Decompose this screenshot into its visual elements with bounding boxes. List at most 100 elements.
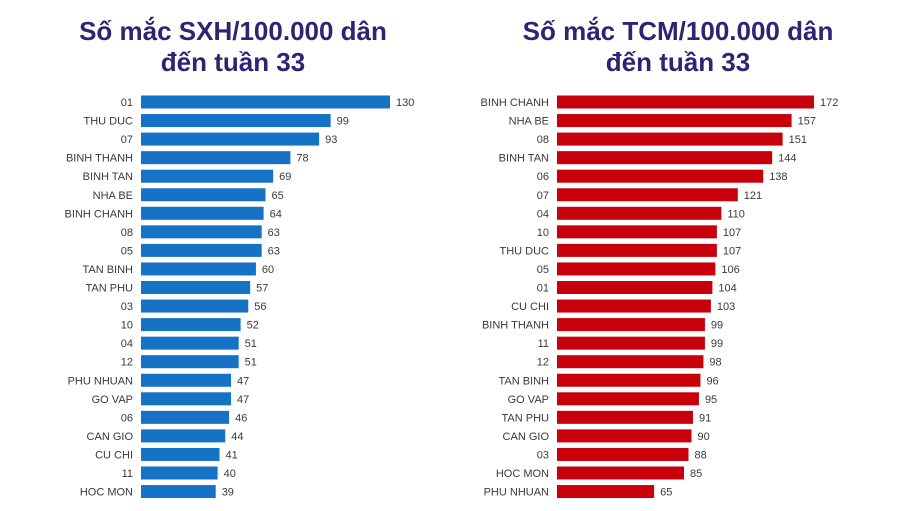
bar (141, 151, 291, 165)
category-label: 07 (121, 134, 133, 146)
bar (557, 151, 773, 165)
data-label: 98 (709, 357, 721, 369)
data-label: 60 (262, 264, 274, 276)
chart-title-sxh-line-2: đến tuần 33 (160, 47, 306, 77)
bar (141, 243, 262, 257)
data-label: 85 (690, 468, 702, 480)
bar (141, 262, 256, 276)
bar (557, 169, 764, 183)
bar (557, 188, 738, 202)
category-label: CU CHI (511, 301, 549, 313)
data-label: 51 (245, 357, 257, 369)
data-label: 138 (769, 171, 787, 183)
category-label: 03 (537, 449, 549, 461)
bar (141, 336, 239, 350)
category-label: HOC MON (496, 468, 549, 480)
category-label: THU DUC (500, 245, 550, 257)
category-label: 07 (537, 190, 549, 202)
category-label: PHU NHUAN (484, 487, 549, 499)
data-label: 110 (727, 208, 745, 220)
data-label: 44 (231, 431, 243, 443)
data-label: 64 (270, 208, 282, 220)
data-label: 52 (247, 320, 259, 332)
data-label: 103 (717, 301, 735, 313)
bar (557, 355, 704, 369)
category-label: 03 (121, 301, 133, 313)
category-label: 08 (537, 134, 549, 146)
category-label: GO VAP (92, 394, 133, 406)
category-label: THU DUC (84, 116, 134, 128)
bar (557, 392, 699, 406)
data-label: 121 (744, 190, 762, 202)
data-label: 65 (272, 190, 284, 202)
bar (141, 299, 249, 313)
category-label: TAN BINH (498, 375, 549, 387)
data-label: 130 (396, 97, 414, 109)
bar (557, 299, 711, 313)
category-label: BINH TAN (499, 153, 549, 165)
bar (141, 429, 226, 443)
bar-chart-sxh: 01 130 THU DUC 99 07 93 BINH THANH 78 BINH TAN 69… (65, 95, 414, 499)
bar (557, 132, 783, 146)
data-label: 91 (699, 412, 711, 424)
data-label: 46 (235, 412, 247, 424)
category-label: 06 (121, 412, 133, 424)
category-label: 12 (537, 357, 549, 369)
category-label: BINH THANH (66, 153, 133, 165)
bar (557, 243, 717, 257)
category-label: 05 (121, 245, 133, 257)
category-label: CAN GIO (87, 431, 134, 443)
bar (557, 318, 705, 332)
bar (141, 355, 239, 369)
data-label: 157 (798, 116, 816, 128)
data-label: 57 (256, 283, 268, 295)
bar (557, 114, 792, 128)
bar (141, 169, 274, 183)
bar-chart-tcm: BINH CHANH 172 NHA BE 157 08 151 BINH TAN 144 06… (481, 95, 838, 499)
data-label: 56 (254, 301, 266, 313)
bar (141, 485, 216, 499)
category-label: 11 (122, 468, 133, 480)
data-label: 93 (325, 134, 337, 146)
data-label: 107 (723, 245, 741, 257)
category-label: 01 (537, 283, 549, 295)
bar (141, 466, 218, 480)
data-label: 99 (337, 116, 349, 128)
data-label: 47 (237, 394, 249, 406)
data-label: 63 (268, 245, 280, 257)
data-label: 95 (705, 394, 717, 406)
bar (141, 318, 241, 332)
data-label: 39 (222, 487, 234, 499)
bar (557, 206, 722, 220)
data-label: 151 (789, 134, 807, 146)
bar (557, 336, 705, 350)
bar (141, 447, 220, 461)
category-label: CU CHI (95, 449, 133, 461)
category-label: 05 (537, 264, 549, 276)
category-label: 06 (537, 171, 549, 183)
bar (141, 225, 262, 239)
data-label: 88 (694, 449, 706, 461)
data-label: 96 (706, 375, 718, 387)
category-label: 04 (121, 338, 133, 350)
chart-title-tcm-line-1: Số mắc TCM/100.000 dân (522, 16, 834, 46)
bar (141, 281, 251, 294)
bar (557, 225, 717, 239)
data-label: 144 (778, 153, 796, 165)
category-label: TAN BINH (82, 264, 133, 276)
data-label: 40 (224, 468, 236, 480)
data-label: 104 (718, 283, 736, 295)
chart-title-sxh: Số mắc SXH/100.000 dân đến tuần 33 (23, 16, 443, 78)
category-label: CAN GIO (503, 431, 550, 443)
data-label: 107 (723, 227, 741, 239)
category-label: BINH TAN (83, 171, 133, 183)
data-label: 41 (226, 449, 238, 461)
data-label: 78 (296, 153, 308, 165)
bar (141, 410, 230, 424)
data-label: 99 (711, 320, 723, 332)
category-label: BINH THANH (482, 320, 549, 332)
bar (141, 132, 320, 146)
category-label: HOC MON (80, 487, 133, 499)
bar (557, 262, 716, 276)
